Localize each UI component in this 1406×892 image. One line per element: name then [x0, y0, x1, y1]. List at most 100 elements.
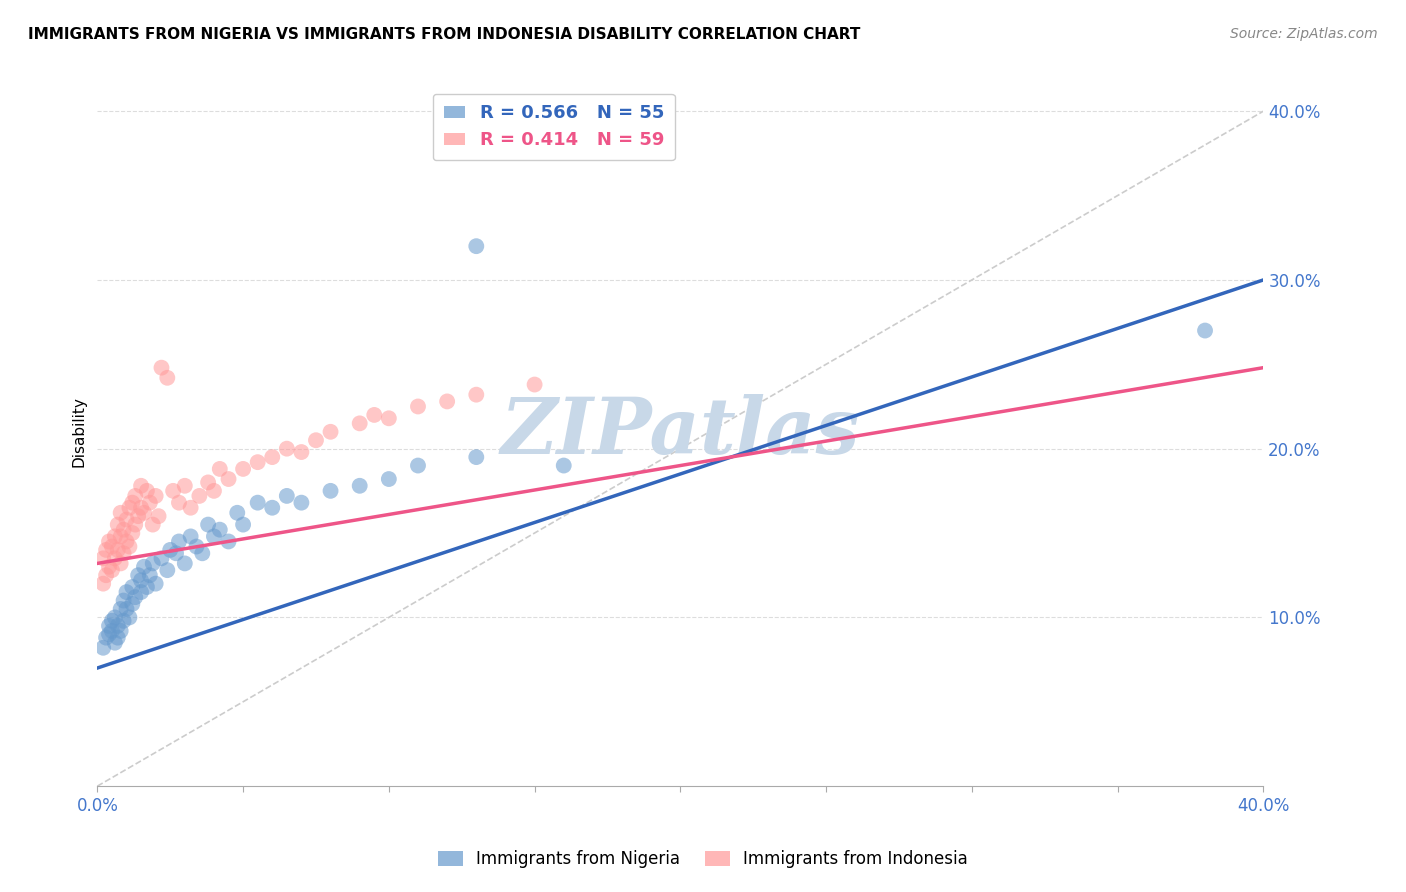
Point [94, 568, 117, 582]
Point [378, 411, 401, 425]
Legend: Immigrants from Nigeria, Immigrants from Indonesia: Immigrants from Nigeria, Immigrants from… [432, 844, 974, 875]
Point [150, 551, 173, 566]
Text: Source: ZipAtlas.com: Source: ZipAtlas.com [1230, 27, 1378, 41]
Point [226, 506, 249, 520]
Point [218, 534, 240, 549]
Point [129, 585, 152, 599]
Point [98, 534, 121, 549]
Y-axis label: Disability: Disability [72, 396, 86, 467]
Point [319, 483, 342, 498]
Point [218, 472, 240, 486]
Point [180, 500, 202, 515]
Point [305, 434, 328, 448]
Point [91, 551, 114, 566]
Point [197, 475, 219, 490]
Point [94, 631, 117, 645]
Point [142, 557, 165, 571]
Point [101, 563, 124, 577]
Point [378, 472, 401, 486]
Point [188, 489, 211, 503]
Point [110, 624, 132, 638]
Point [246, 496, 269, 510]
Point [349, 479, 371, 493]
Point [107, 542, 129, 557]
Point [142, 517, 165, 532]
Point [135, 580, 157, 594]
Point [135, 483, 157, 498]
Point [112, 614, 135, 628]
Point [104, 551, 127, 566]
Point [202, 529, 225, 543]
Point [101, 614, 124, 628]
Point [124, 489, 146, 503]
Point [101, 624, 124, 638]
Point [465, 450, 488, 464]
Point [112, 523, 135, 537]
Point [186, 540, 208, 554]
Point [208, 462, 231, 476]
Point [127, 509, 149, 524]
Point [129, 500, 152, 515]
Point [104, 529, 127, 543]
Point [208, 523, 231, 537]
Point [110, 557, 132, 571]
Point [98, 559, 121, 574]
Point [148, 509, 170, 524]
Point [276, 489, 298, 503]
Point [121, 597, 143, 611]
Text: IMMIGRANTS FROM NIGERIA VS IMMIGRANTS FROM INDONESIA DISABILITY CORRELATION CHAR: IMMIGRANTS FROM NIGERIA VS IMMIGRANTS FR… [28, 27, 860, 42]
Point [121, 496, 143, 510]
Point [276, 442, 298, 456]
Point [290, 445, 312, 459]
Point [150, 360, 173, 375]
Point [290, 496, 312, 510]
Point [465, 387, 488, 401]
Point [107, 517, 129, 532]
Point [107, 631, 129, 645]
Point [139, 496, 162, 510]
Point [101, 540, 124, 554]
Point [156, 563, 179, 577]
Point [127, 568, 149, 582]
Point [165, 546, 187, 560]
Point [115, 602, 138, 616]
Point [363, 408, 385, 422]
Point [104, 636, 127, 650]
Point [132, 559, 155, 574]
Point [197, 517, 219, 532]
Point [91, 576, 114, 591]
Point [107, 619, 129, 633]
Point [173, 557, 195, 571]
Point [132, 506, 155, 520]
Point [121, 526, 143, 541]
Point [262, 500, 284, 515]
Point [349, 417, 371, 431]
Point [118, 540, 141, 554]
Point [406, 458, 429, 473]
Point [145, 576, 167, 591]
Point [156, 371, 179, 385]
Point [232, 517, 254, 532]
Point [246, 455, 269, 469]
Point [191, 546, 214, 560]
Point [118, 500, 141, 515]
Point [104, 610, 127, 624]
Point [98, 619, 121, 633]
Point [436, 394, 458, 409]
Point [110, 602, 132, 616]
Point [162, 483, 184, 498]
Point [110, 529, 132, 543]
Point [115, 585, 138, 599]
Point [232, 462, 254, 476]
Point [159, 542, 181, 557]
Text: ZIPatlas: ZIPatlas [501, 393, 860, 470]
Point [1194, 324, 1216, 338]
Point [115, 534, 138, 549]
Point [139, 568, 162, 582]
Point [121, 580, 143, 594]
Point [145, 489, 167, 503]
Point [167, 496, 190, 510]
Point [98, 627, 121, 641]
Point [173, 479, 195, 493]
Point [110, 506, 132, 520]
